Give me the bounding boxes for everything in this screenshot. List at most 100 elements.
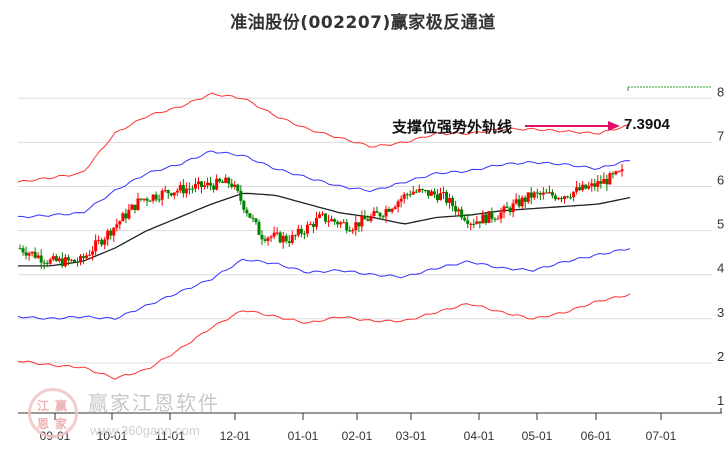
candle	[94, 240, 98, 252]
candle	[466, 220, 470, 224]
candle	[115, 224, 119, 228]
gridlines	[18, 97, 712, 364]
candle	[581, 184, 585, 191]
band-line	[17, 293, 631, 380]
candle	[575, 187, 579, 192]
candle	[496, 218, 500, 220]
x-tick-label: 01-01	[288, 429, 319, 443]
candle	[544, 192, 548, 194]
candle	[206, 182, 210, 186]
candle	[484, 214, 488, 223]
candle	[136, 198, 140, 210]
candle	[272, 232, 276, 237]
candle	[121, 213, 125, 222]
candle	[45, 263, 49, 265]
candle	[57, 258, 61, 261]
candle	[305, 224, 309, 234]
chart-title: 准油股份(002207)赢家极反通道	[230, 13, 496, 33]
candle	[547, 192, 551, 194]
candle	[284, 235, 288, 242]
candle	[411, 191, 415, 195]
candle	[169, 193, 173, 196]
candle	[572, 191, 576, 198]
x-tick-label: 05-01	[522, 429, 553, 443]
candle	[145, 198, 149, 201]
candle	[327, 221, 331, 223]
watermark-text: 赢家江恩软件	[88, 391, 220, 415]
top-right-dashed-line	[627, 86, 712, 91]
candle	[429, 191, 433, 196]
channel-lines	[17, 92, 631, 380]
candle	[372, 211, 376, 217]
candle	[481, 214, 485, 224]
candle	[375, 211, 379, 213]
candle	[584, 184, 588, 189]
x-tick-label: 04-01	[464, 429, 495, 443]
candle	[538, 193, 542, 195]
candle	[21, 248, 25, 253]
candle	[605, 178, 609, 185]
candle	[321, 213, 325, 215]
candle	[109, 230, 113, 236]
candle	[614, 171, 618, 175]
candle	[408, 194, 412, 196]
candle	[445, 192, 449, 203]
candle	[490, 211, 494, 219]
candle	[357, 222, 361, 227]
candle	[578, 187, 582, 191]
candle	[611, 173, 615, 175]
candle	[27, 253, 31, 256]
y-tick-label: 6	[717, 173, 724, 188]
candle	[351, 229, 355, 232]
candle	[563, 196, 567, 199]
candle	[233, 184, 237, 187]
candle	[18, 248, 22, 250]
x-tick-label: 06-01	[581, 429, 612, 443]
candle	[384, 209, 388, 217]
candle	[193, 184, 197, 189]
candle	[172, 192, 176, 196]
candle	[448, 198, 452, 203]
band-line	[18, 192, 631, 267]
candle	[593, 183, 597, 187]
candle	[435, 194, 439, 201]
candle	[24, 252, 28, 256]
candle	[556, 198, 560, 200]
candle	[336, 221, 340, 225]
candle	[532, 192, 536, 198]
candle	[163, 190, 167, 192]
candle	[42, 262, 46, 264]
candle	[314, 217, 318, 227]
candle	[151, 194, 155, 201]
candle	[417, 188, 421, 192]
candle	[130, 204, 134, 210]
candle	[230, 183, 234, 187]
candle	[242, 200, 246, 210]
candle	[118, 221, 122, 225]
candle	[438, 192, 442, 201]
y-tick-label: 1	[717, 393, 724, 408]
candle	[63, 257, 67, 267]
candle	[348, 230, 352, 232]
candle	[550, 192, 554, 196]
candle	[266, 237, 270, 241]
candle	[475, 221, 479, 224]
y-tick-label: 8	[717, 84, 724, 99]
candle	[387, 209, 391, 212]
candle	[263, 239, 267, 241]
candle	[72, 259, 76, 263]
candle	[602, 178, 606, 184]
band-line	[17, 150, 631, 219]
candle	[293, 235, 297, 237]
candle	[535, 192, 539, 194]
candle	[517, 199, 521, 207]
candle	[184, 188, 188, 194]
candle	[396, 201, 400, 208]
candle	[596, 181, 600, 187]
candle	[85, 255, 89, 259]
candle	[299, 228, 303, 234]
candle	[127, 209, 131, 219]
candle	[154, 194, 158, 200]
candle	[432, 191, 436, 195]
candle	[212, 185, 216, 190]
